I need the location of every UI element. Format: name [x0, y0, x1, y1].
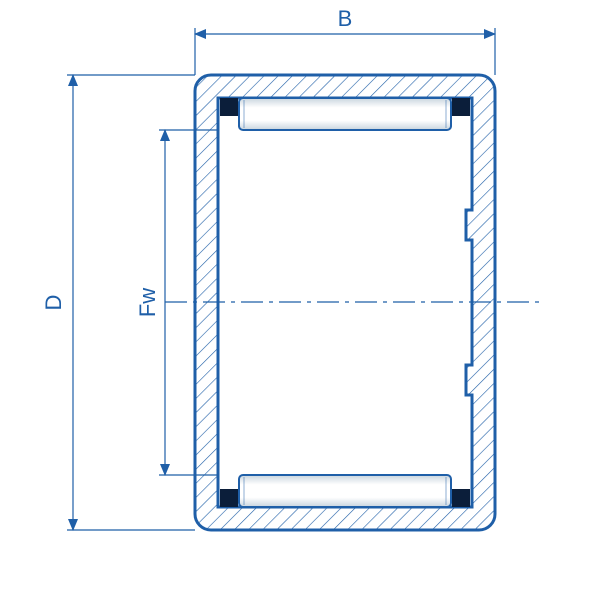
seal-bottom-left [220, 489, 238, 507]
bearing-cross-section: B Fw D [0, 0, 600, 600]
seal-bottom-right [452, 489, 470, 507]
seal-top-right [452, 98, 470, 116]
roller-top [239, 98, 451, 130]
dim-D-label: D [41, 295, 66, 311]
seal-top-left [220, 98, 238, 116]
dim-Fw-label: Fw [135, 288, 160, 317]
roller-bottom [239, 475, 451, 507]
dim-B-label: B [338, 6, 353, 31]
